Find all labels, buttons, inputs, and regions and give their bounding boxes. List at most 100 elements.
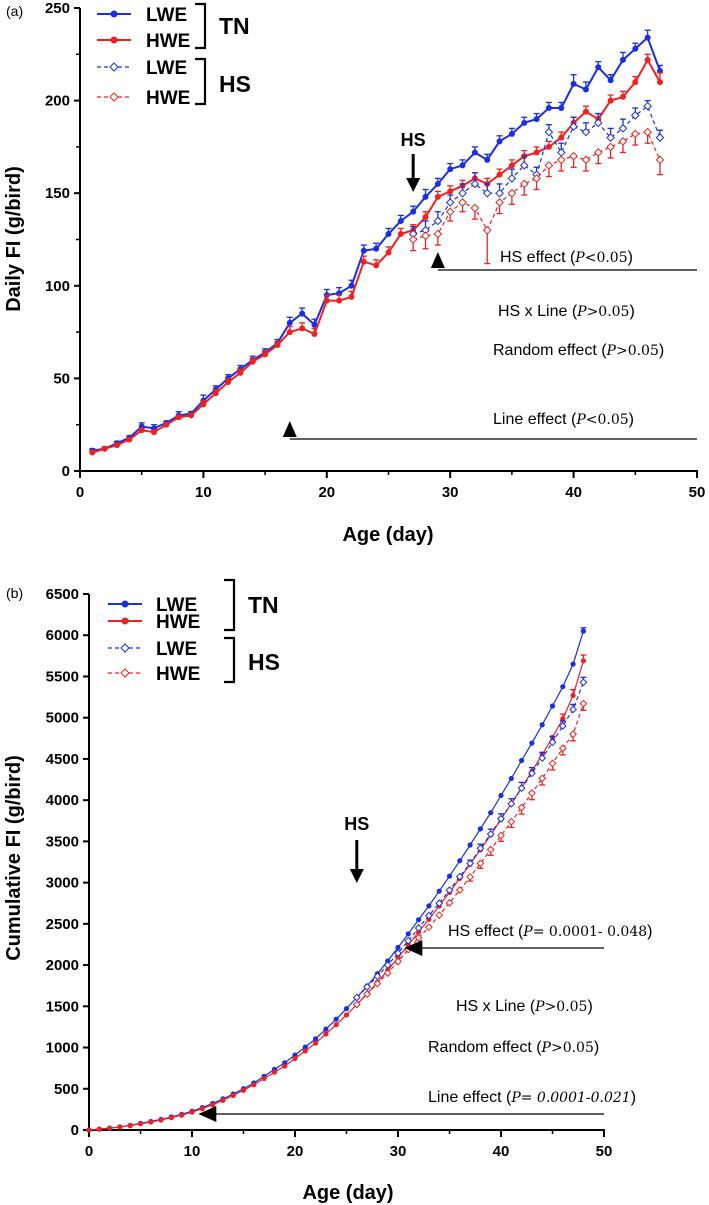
data-point [199,1106,205,1112]
data-point [422,193,429,200]
data-point [385,249,392,256]
data-point [606,142,615,152]
data-point [581,127,591,137]
data-point [632,45,639,52]
data-point [426,903,432,909]
data-point [656,79,663,86]
data-point [404,936,413,945]
data-point [532,174,541,183]
data-point [333,1022,339,1028]
effect-annotation: Line effect (P= 0.0001-0.021) [428,1089,636,1106]
data-point [101,445,108,452]
data-point [302,1048,308,1054]
legend-marker [110,10,118,18]
y-tick-label: 50 [53,370,70,387]
data-point [348,293,355,300]
series-line [88,660,584,1131]
data-point [458,188,467,198]
data-point [495,188,504,198]
data-point [529,740,535,746]
data-point [593,148,603,157]
data-point [495,198,504,207]
data-point [360,247,367,254]
data-point [579,678,588,687]
data-point [539,722,545,728]
data-point [424,923,433,932]
data-point [336,297,343,304]
data-point [410,208,417,215]
data-point [569,122,578,131]
data-point [343,1006,350,1012]
data-point [569,705,578,714]
y-tick-label: 3000 [46,875,79,892]
data-point [445,898,454,907]
x-tick-label: 20 [318,484,335,501]
data-point [251,1082,257,1088]
legend-bracket [224,636,236,684]
data-point [168,1115,174,1121]
data-point [507,188,517,198]
data-point [533,149,540,156]
data-point [558,744,567,753]
data-point [299,310,306,317]
data-point [619,56,626,63]
data-point [414,924,423,932]
legend-marker [120,643,130,653]
data-point [395,944,401,951]
data-point [556,155,566,165]
legend-label: LWE [146,58,187,79]
data-point [225,379,232,386]
series-hwe-tn [86,654,587,1133]
y-tick-label: 6500 [46,586,79,603]
series-group [89,29,665,456]
data-point [385,958,391,964]
data-point [544,161,554,170]
data-point [261,1075,267,1082]
series-hwe-hs [352,699,588,1009]
data-point [200,401,207,408]
y-tick-label: 0 [62,463,70,480]
data-point [618,124,628,133]
data-point [496,138,503,145]
data-point [507,174,517,183]
panel-label: (a) [6,3,23,19]
data-point [397,217,404,224]
y-tick-label: 2500 [46,916,79,933]
data-point [117,1124,123,1130]
y-tick-label: 4500 [46,751,79,768]
data-point [352,1000,361,1009]
data-point [545,143,552,150]
x-tick-label: 40 [493,1143,510,1160]
data-point [533,116,540,123]
data-point [363,990,372,999]
data-point [323,1031,329,1037]
data-point [422,214,429,221]
data-point [471,149,478,156]
data-point [175,414,182,421]
data-point [519,757,525,764]
x-tick-label: 0 [76,484,84,501]
data-point [644,56,651,63]
data-point [405,931,411,937]
data-point [582,86,589,93]
data-point [435,899,444,908]
data-point [447,188,454,195]
data-point [457,858,463,864]
series-line [356,703,584,1005]
data-point [363,983,372,991]
data-point [580,658,587,664]
data-point [189,1109,195,1115]
data-point [138,427,145,434]
y-tick-label: 6000 [46,627,79,644]
data-point [644,34,651,41]
y-tick-label: 2000 [46,957,79,974]
effect-annotation: Random effect (P>0.05) [428,1039,599,1056]
legend-group-label: TN [219,13,250,39]
data-point [311,321,318,328]
data-point [593,118,603,128]
y-tick-label: 1000 [46,1040,79,1057]
data-point [570,692,576,699]
data-point [476,844,485,853]
data-point [569,151,578,161]
